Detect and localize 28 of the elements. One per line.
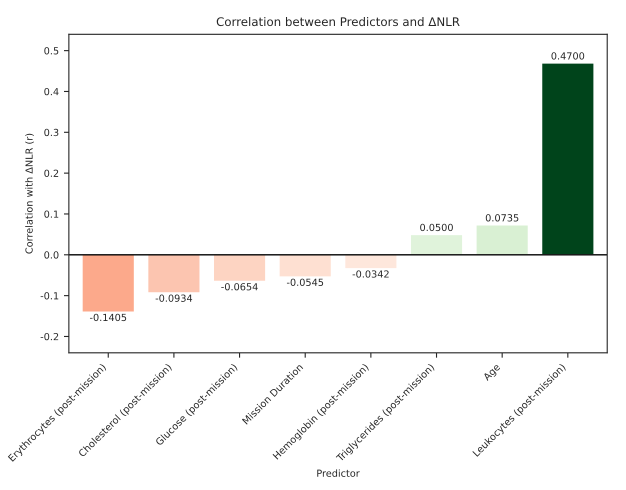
y-tick-label: 0.1 — [44, 210, 58, 218]
y-tick-label: -0.1 — [40, 292, 58, 300]
y-tick-label: 0.0 — [44, 251, 58, 259]
data-label: -0.1405 — [90, 314, 126, 322]
bar — [410, 234, 464, 256]
x-axis-title: Predictor — [317, 469, 360, 477]
bar — [540, 62, 595, 256]
bar — [475, 224, 530, 256]
x-tick-label: Age — [482, 363, 502, 382]
bar — [278, 254, 332, 278]
data-label: -0.0342 — [352, 270, 389, 278]
y-tick-label: 0.2 — [44, 170, 58, 177]
bar — [81, 254, 136, 313]
y-tick-label: -0.2 — [40, 332, 58, 340]
data-label: -0.0934 — [156, 294, 192, 302]
data-label: 0.4700 — [551, 52, 584, 60]
bar — [212, 254, 267, 282]
chart-title: Correlation between Predictors and ΔNLR — [216, 16, 460, 26]
data-label: -0.0545 — [286, 278, 324, 286]
data-label: 0.0735 — [486, 214, 518, 222]
y-tick-label: 0.5 — [44, 47, 58, 54]
y-tick-label: 0.3 — [44, 128, 58, 136]
bar — [344, 254, 398, 270]
y-axis-title: Correlation with ΔNLR (r) — [25, 134, 34, 254]
data-label: -0.0654 — [221, 283, 258, 290]
data-label: 0.0500 — [420, 224, 453, 232]
y-tick-label: 0.4 — [44, 88, 59, 96]
bar — [146, 254, 201, 294]
